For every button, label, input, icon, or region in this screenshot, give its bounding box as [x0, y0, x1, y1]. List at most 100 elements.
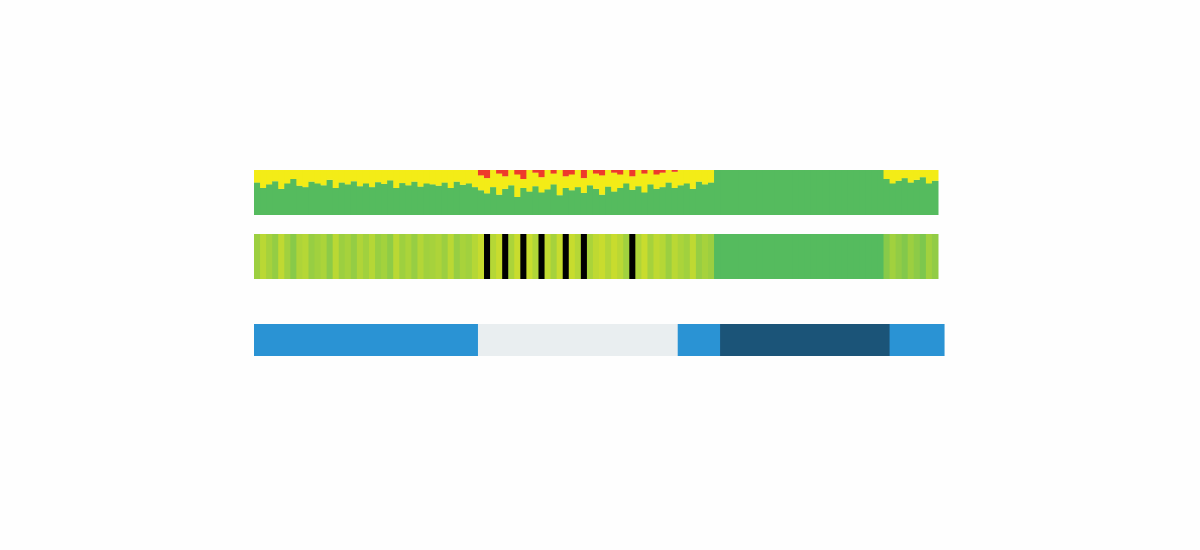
quality-heat-strip — [254, 234, 939, 279]
bar-fair — [526, 170, 533, 192]
bar-fair — [423, 170, 431, 184]
strip-cell — [744, 234, 751, 279]
bar-fair — [447, 170, 455, 188]
strip-cell — [835, 234, 842, 279]
strip-cell — [592, 234, 600, 279]
bar-fair — [399, 170, 406, 184]
strip-cell — [411, 234, 418, 279]
strip-cell — [786, 234, 794, 279]
bar-good — [586, 185, 594, 215]
strip-cell — [320, 234, 328, 279]
bar-poor — [671, 170, 679, 172]
strip-cell — [544, 234, 552, 279]
bar-good — [332, 188, 340, 215]
bar-fair — [502, 176, 509, 189]
strip-cell — [726, 234, 733, 279]
bar-poor — [520, 170, 527, 179]
strip-cell — [701, 234, 709, 279]
strip-cell — [514, 234, 521, 279]
bar-good — [792, 170, 800, 215]
strip-cell — [508, 234, 515, 279]
strip-cell — [399, 234, 406, 279]
strip-cell — [496, 234, 503, 279]
strip-cell — [369, 234, 376, 279]
bar-good — [883, 179, 891, 215]
strip-cell — [677, 234, 685, 279]
strip-cell — [895, 234, 903, 279]
bar-good — [786, 170, 794, 215]
bar-fair — [611, 172, 618, 192]
strip-cell — [278, 234, 285, 279]
bar-fair — [883, 170, 891, 179]
bar-good — [502, 188, 509, 215]
bar-good — [611, 191, 618, 215]
bar-good — [508, 185, 515, 215]
bar-fair — [369, 170, 376, 188]
bar-good — [568, 190, 576, 215]
bar-good — [514, 197, 521, 215]
bar-good — [526, 191, 533, 215]
bar-good — [260, 188, 267, 215]
strip-cell — [611, 234, 618, 279]
bar-fair — [459, 170, 467, 185]
bar-good — [326, 179, 334, 215]
bar-good — [290, 179, 297, 215]
strip-cell — [859, 234, 866, 279]
strip-cell — [804, 234, 812, 279]
strip-cell — [919, 234, 927, 279]
bar-good — [889, 183, 897, 215]
bar-fair — [653, 174, 661, 189]
bar-good — [580, 192, 588, 215]
bar-fair — [496, 173, 503, 195]
bar-good — [816, 170, 824, 215]
bar-good — [750, 170, 757, 215]
strip-cell — [574, 234, 582, 279]
bar-good — [387, 180, 394, 215]
bar-good — [804, 170, 812, 215]
strip-cell — [344, 234, 352, 279]
bar-fair — [381, 170, 388, 184]
bar-good — [284, 183, 291, 215]
bar-good — [720, 170, 727, 215]
bar-good — [726, 170, 733, 215]
strip-cell — [877, 234, 885, 279]
bar-good — [913, 179, 921, 215]
strip-cell — [762, 234, 770, 279]
bar-fair — [647, 170, 655, 185]
strip-cell — [272, 234, 279, 279]
bar-good — [605, 186, 612, 215]
strip-cell — [447, 234, 455, 279]
bar-good — [647, 184, 655, 215]
bar-good — [810, 170, 818, 215]
bar-good — [641, 192, 648, 215]
bar-good — [375, 182, 382, 215]
strip-cell — [490, 234, 497, 279]
bar-good — [774, 170, 782, 215]
bar-good — [423, 183, 431, 215]
bar-good — [496, 194, 503, 215]
bar-fair — [314, 170, 322, 184]
bar-good — [362, 183, 370, 215]
bar-fair — [429, 170, 437, 185]
strip-cell — [260, 234, 267, 279]
bar-fair — [514, 174, 521, 197]
strip-cell — [338, 234, 346, 279]
bar-fair — [635, 170, 642, 187]
bar-fair — [671, 171, 679, 188]
bar-good — [623, 183, 630, 215]
bar-good — [405, 185, 412, 215]
bar-good — [919, 177, 927, 215]
strip-cell — [405, 234, 412, 279]
segment-segment_idle — [477, 324, 679, 356]
bar-good — [907, 182, 915, 215]
strip-cell — [738, 234, 745, 279]
bar-good — [780, 170, 788, 215]
bar-fair — [484, 178, 491, 194]
bar-fair — [453, 170, 461, 182]
bar-good — [459, 184, 467, 215]
bar-fair — [344, 170, 352, 185]
strip-cell — [780, 234, 788, 279]
strip-cell — [865, 234, 872, 279]
bar-good — [925, 183, 933, 215]
